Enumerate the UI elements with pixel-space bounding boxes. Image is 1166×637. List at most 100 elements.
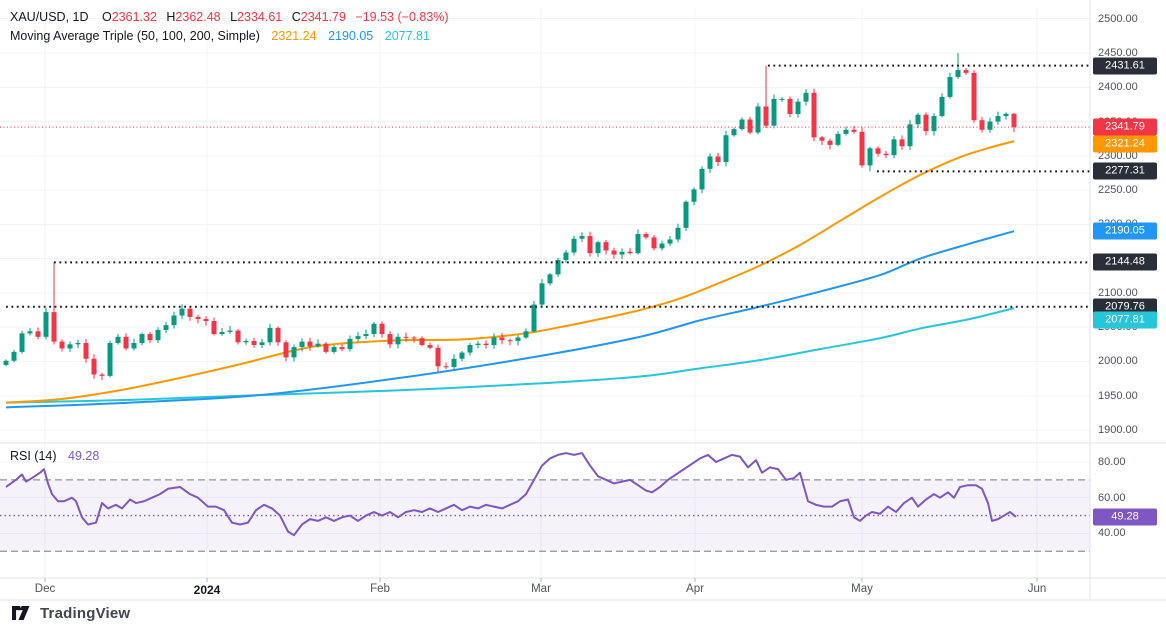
candle-body — [299, 341, 305, 348]
candle-body — [667, 239, 673, 244]
candle-body — [539, 283, 545, 305]
candle-body — [179, 308, 185, 316]
candle-body — [851, 129, 857, 132]
candle-body — [427, 345, 433, 348]
candle-body — [515, 337, 521, 341]
candle-body — [971, 72, 977, 121]
ma-line — [5, 230, 1015, 409]
time-axis-label: Jun — [1027, 583, 1047, 595]
price-badge: 2077.81 — [1093, 311, 1157, 329]
candle-body — [643, 233, 649, 238]
symbol-row[interactable]: XAU/USD, 1D O2361.32 H2362.48 L2334.61 C… — [10, 8, 449, 26]
rsi-tick-label: 60.00 — [1098, 491, 1126, 504]
candle-body — [547, 274, 553, 284]
candle-body — [139, 334, 145, 343]
candle-body — [11, 351, 17, 361]
candle-body — [603, 242, 609, 251]
candle-body — [859, 131, 865, 166]
candle-body — [787, 98, 793, 115]
candle-body — [451, 358, 457, 367]
candle-body — [363, 334, 369, 337]
candle-body — [115, 336, 121, 343]
candle-body — [835, 133, 841, 145]
candle-body — [635, 233, 641, 254]
rsi-title[interactable]: RSI (14) — [10, 449, 57, 463]
candle-body — [3, 360, 9, 365]
candle-body — [1011, 113, 1017, 128]
price-tick-label: 2450.00 — [1098, 47, 1138, 59]
candle-body — [979, 120, 985, 130]
candle-body — [267, 327, 273, 343]
ma100-value: 2190.05 — [328, 29, 374, 43]
candle-body — [523, 331, 529, 338]
candle-body — [291, 347, 297, 358]
chart-legend: XAU/USD, 1D O2361.32 H2362.48 L2334.61 C… — [10, 8, 449, 46]
candle-body — [331, 347, 337, 352]
candle-body — [83, 342, 89, 359]
candle-body — [747, 119, 753, 133]
candle-body — [939, 96, 945, 117]
candle-body — [715, 156, 721, 162]
candle-body — [571, 238, 577, 253]
rsi-line — [5, 452, 1017, 537]
candle-body — [443, 366, 449, 368]
high-value: 2362.48 — [175, 10, 221, 24]
candle-body — [203, 318, 209, 322]
candle-body — [395, 336, 401, 345]
price-badge: 2321.24 — [1093, 135, 1157, 153]
candle-body — [1003, 113, 1009, 117]
candle-body — [275, 327, 281, 343]
candle-body — [259, 342, 265, 346]
candle-body — [579, 236, 585, 239]
candle-body — [51, 312, 57, 342]
candle-body — [955, 70, 961, 77]
candle-body — [987, 121, 993, 130]
price-badge: 2190.05 — [1093, 222, 1157, 240]
price-badge: 2431.61 — [1093, 57, 1157, 75]
candle-body — [67, 344, 73, 349]
close-value: 2341.79 — [300, 10, 346, 24]
candle-body — [99, 374, 105, 376]
time-axis-label: Mar — [531, 583, 551, 595]
candle-body — [499, 337, 505, 341]
candle-body — [611, 250, 617, 255]
candle-body — [219, 331, 225, 335]
candle-body — [587, 236, 593, 254]
candle-body — [915, 114, 921, 125]
candle-body — [931, 116, 937, 132]
candle-body — [619, 251, 625, 255]
ma50-value: 2321.24 — [271, 29, 317, 43]
price-tick-label: 2100.00 — [1098, 286, 1138, 299]
candle-body — [699, 168, 705, 190]
candle-body — [819, 137, 825, 141]
candle-body — [227, 330, 233, 332]
price-badge: 2277.31 — [1093, 162, 1157, 180]
candle-body — [731, 129, 737, 136]
price-badge: 2144.48 — [1093, 253, 1157, 271]
candle-body — [323, 343, 329, 352]
candle-body — [683, 201, 689, 228]
candle-body — [691, 189, 697, 202]
price-tick-label: 1900.00 — [1098, 424, 1138, 437]
indicator-row-ma[interactable]: Moving Average Triple (50, 100, 200, Sim… — [10, 27, 449, 45]
candle-body — [59, 341, 65, 349]
candle-body — [243, 340, 249, 343]
low-value: 2334.61 — [237, 10, 283, 24]
rsi-value: 49.28 — [68, 449, 100, 463]
ma-line — [5, 307, 1015, 404]
ma-indicator-title[interactable]: Moving Average Triple (50, 100, 200, Sim… — [10, 29, 260, 43]
symbol-title[interactable]: XAU/USD, 1D — [10, 10, 89, 24]
indicator-row-rsi[interactable]: RSI (14) 49.28 — [10, 449, 99, 463]
candle-body — [739, 119, 745, 130]
close-label: C — [291, 10, 301, 24]
candle-body — [155, 329, 161, 341]
tradingview-logo[interactable]: TradingView — [12, 604, 130, 622]
candle-body — [491, 337, 497, 346]
candle-body — [347, 338, 353, 350]
candle-body — [107, 342, 113, 376]
candle-body — [27, 331, 33, 334]
candle-body — [251, 340, 257, 346]
candle-body — [627, 251, 633, 254]
